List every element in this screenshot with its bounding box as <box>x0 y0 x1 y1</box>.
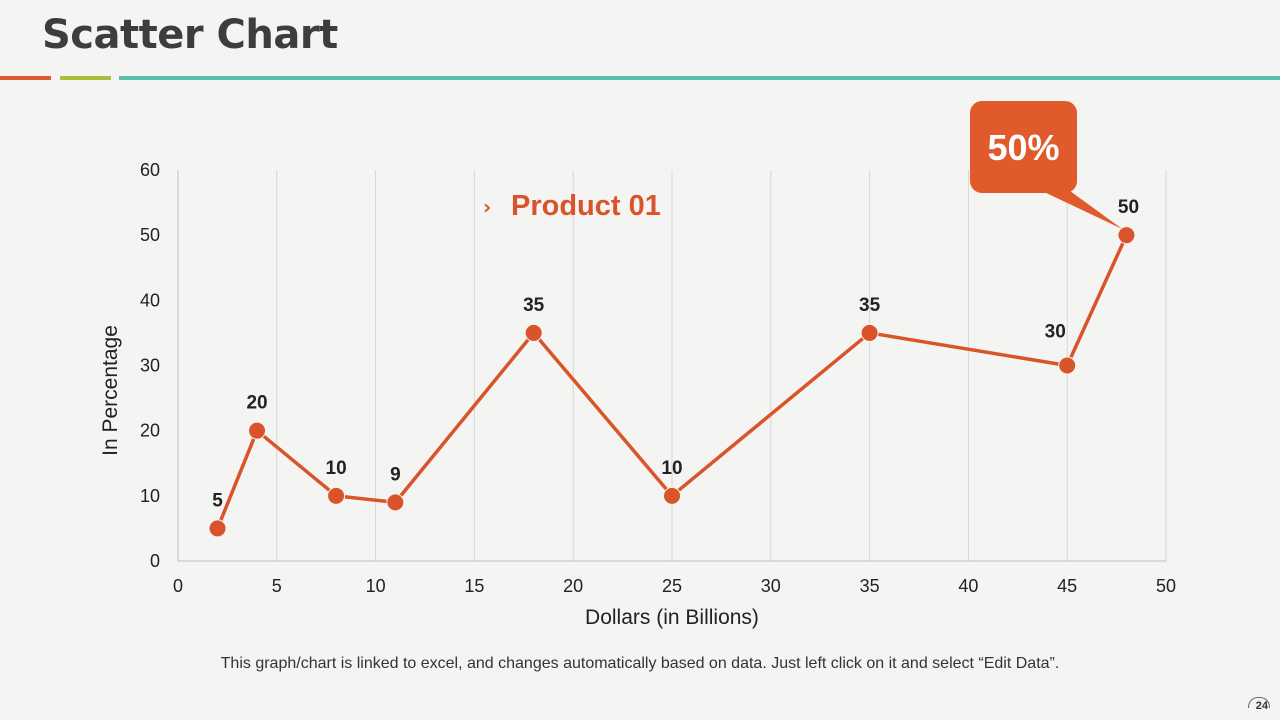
x-tick-label: 50 <box>1156 576 1176 596</box>
y-tick-label: 50 <box>140 225 160 245</box>
x-tick-label: 5 <box>272 576 282 596</box>
x-tick-label: 30 <box>761 576 781 596</box>
page-number: 24 <box>1255 700 1268 712</box>
data-label: 5 <box>212 490 223 511</box>
data-point <box>860 323 879 342</box>
y-tick-label: 0 <box>150 551 160 571</box>
footer-note: This graph/chart is linked to excel, and… <box>220 655 1060 672</box>
y-tick-label: 40 <box>140 290 160 310</box>
callout-pointer <box>1042 191 1123 230</box>
callout-bubble <box>970 101 1077 193</box>
x-axis-title: Dollars (in Billions) <box>585 606 759 629</box>
data-point <box>208 519 227 538</box>
x-tick-label: 0 <box>173 576 183 596</box>
data-point <box>524 323 543 342</box>
slide-title: Scatter Chart <box>42 12 338 58</box>
data-label: 50 <box>1118 197 1139 218</box>
legend-label: Product 01 <box>511 190 661 222</box>
x-tick-label: 20 <box>563 576 583 596</box>
data-label: 10 <box>326 458 347 479</box>
x-tick-label: 35 <box>860 576 880 596</box>
accent-bar-red <box>0 76 51 80</box>
data-label: 35 <box>859 295 881 316</box>
data-label: 9 <box>390 464 401 485</box>
y-tick-label: 60 <box>140 160 160 180</box>
data-point <box>386 493 405 512</box>
legend-marker-icon: › <box>483 195 491 219</box>
x-tick-label: 45 <box>1057 576 1077 596</box>
data-point <box>1058 356 1077 375</box>
x-tick-label: 40 <box>958 576 978 596</box>
data-point <box>1117 226 1136 245</box>
data-point <box>327 486 346 505</box>
y-tick-label: 10 <box>140 486 160 506</box>
data-label: 20 <box>246 393 267 414</box>
y-axis-title: In Percentage <box>99 325 122 456</box>
data-label: 30 <box>1045 322 1066 343</box>
y-tick-label: 30 <box>140 356 160 376</box>
data-point <box>663 486 681 505</box>
x-tick-label: 10 <box>366 576 386 596</box>
accent-bar-green <box>60 76 111 80</box>
y-tick-label: 20 <box>140 421 160 441</box>
x-tick-label: 25 <box>662 576 682 596</box>
x-tick-label: 15 <box>464 576 484 596</box>
data-label: 35 <box>523 295 545 316</box>
data-point <box>248 421 267 440</box>
callout-text: 50% <box>987 127 1059 168</box>
data-label: 10 <box>661 458 682 479</box>
accent-bar-teal <box>119 76 1280 80</box>
